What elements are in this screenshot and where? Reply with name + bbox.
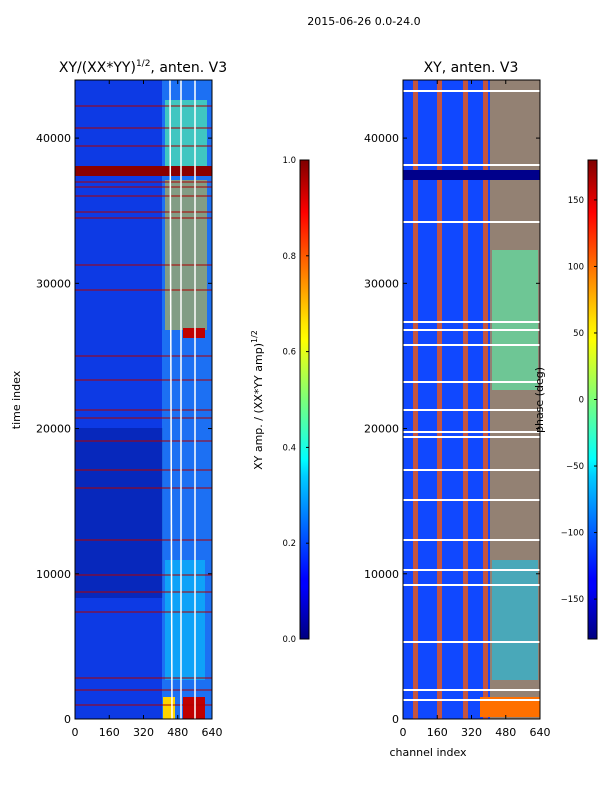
- amplitude-y-tick-label: 30000: [36, 277, 71, 290]
- phase-y-tick-label: 10000: [364, 568, 399, 581]
- phase-x-axis-label: channel index: [389, 746, 467, 759]
- phase-heatmap-red-column: [413, 80, 418, 719]
- phase-y-tick-label: 30000: [364, 277, 399, 290]
- amplitude-heatmap-cyan-patch: [165, 180, 207, 330]
- amplitude-colorbar-tick-label: 0.4: [282, 443, 296, 453]
- amplitude-y-tick-label: 20000: [36, 423, 71, 436]
- phase-colorbar-tick-label: −150: [561, 595, 584, 605]
- amplitude-y-axis-label: time index: [10, 370, 23, 429]
- amplitude-heatmap-red-block: [75, 166, 212, 176]
- phase-panel: XY, anten. V3: [364, 60, 598, 759]
- phase-colorbar-tick-label: 100: [568, 262, 584, 272]
- figure-suptitle: 2015-06-26 0.0-24.0: [307, 15, 420, 28]
- amplitude-colorbar-tick-label: 0.8: [282, 252, 296, 262]
- phase-heatmap-cyan-patch: [492, 560, 538, 680]
- amplitude-x-tick-label: 0: [72, 726, 79, 739]
- amplitude-heatmap-red-block: [183, 697, 205, 719]
- white-streak: [169, 79, 173, 720]
- amplitude-colorbar-label: XY amp. / (XX*YY amp)1/2: [250, 330, 265, 470]
- phase-colorbar-tick-label: −50: [566, 462, 584, 472]
- phase-x-tick-label: 320: [461, 726, 482, 739]
- phase-heatmap-cyan-patch: [492, 250, 538, 390]
- phase-y-tick-label: 20000: [364, 423, 399, 436]
- phase-heatmap-white-lines: [403, 90, 540, 701]
- phase-heatmap: [403, 80, 540, 719]
- amplitude-colorbar-tick-label: 0.2: [282, 539, 296, 549]
- amplitude-panel: XY/(XX*YY)1/2, anten. V3: [10, 59, 310, 739]
- phase-colorbar-tick-label: 50: [573, 329, 584, 339]
- phase-y-tick-label: 40000: [364, 132, 399, 145]
- amplitude-heatmap-white-streaks: [169, 79, 196, 720]
- amplitude-colorbar-tick-label: 0.0: [282, 635, 296, 645]
- amplitude-x-tick-label: 160: [99, 726, 120, 739]
- phase-x-tick-label: 640: [530, 726, 551, 739]
- amplitude-y-ticks: 0 10000 20000 30000 40000: [36, 132, 212, 726]
- phase-heatmap-dark-band: [403, 170, 540, 180]
- phase-colorbar-tick-label: 150: [568, 196, 584, 206]
- phase-colorbar-tick-label: 0: [579, 396, 584, 406]
- amplitude-colorbar-tick-label: 1.0: [282, 156, 296, 166]
- amplitude-y-tick-label: 0: [64, 713, 71, 726]
- phase-colorbar: −150 −100 −50 0 50 100 150 phase (deg): [533, 159, 598, 640]
- amplitude-colorbar-tick-label: 0.6: [282, 348, 296, 358]
- phase-x-tick-label: 480: [495, 726, 516, 739]
- amplitude-y-tick-label: 40000: [36, 132, 71, 145]
- amplitude-panel-title: XY/(XX*YY)1/2, anten. V3: [59, 59, 227, 76]
- phase-x-tick-label: 0: [400, 726, 407, 739]
- phase-heatmap-red-column: [483, 80, 488, 719]
- amplitude-heatmap-red-block: [163, 697, 175, 719]
- phase-y-ticks: 0 10000 20000 30000 40000: [364, 132, 540, 726]
- phase-heatmap-red-column: [463, 80, 468, 719]
- amplitude-heatmap: [75, 79, 212, 720]
- phase-x-ticks: 0 160 320 480 640: [400, 80, 551, 739]
- amplitude-x-ticks: 0 160 320 480 640: [72, 80, 223, 739]
- phase-panel-title: XY, anten. V3: [424, 60, 519, 76]
- amplitude-heatmap-red-block: [183, 328, 205, 338]
- amplitude-heatmap-cyan-patch: [165, 100, 207, 170]
- amplitude-y-tick-label: 10000: [36, 568, 71, 581]
- phase-x-tick-label: 160: [427, 726, 448, 739]
- phase-colorbar-ticks: −150 −100 −50 0 50 100 150: [561, 196, 597, 605]
- amplitude-heatmap-dark-band: [75, 428, 163, 598]
- amplitude-y-axis: time index 0 10000 20000 30000 40000: [10, 132, 212, 726]
- amplitude-colorbar-ticks: 0.0 0.2 0.4 0.6 0.8 1.0: [282, 156, 309, 645]
- phase-heatmap-dark-band: [480, 697, 540, 717]
- amplitude-x-tick-label: 640: [202, 726, 223, 739]
- phase-colorbar-label: phase (deg): [533, 367, 546, 433]
- amplitude-colorbar: 0.0 0.2 0.4 0.6 0.8 1.0 XY amp. / (XX*YY amp)…: [250, 156, 310, 645]
- amplitude-x-tick-label: 480: [167, 726, 188, 739]
- amplitude-colorbar-gradient: [299, 159, 310, 640]
- phase-heatmap-red-column: [437, 80, 442, 719]
- amplitude-x-tick-label: 320: [133, 726, 154, 739]
- phase-y-tick-label: 0: [392, 713, 399, 726]
- phase-colorbar-tick-label: −100: [561, 529, 584, 539]
- amplitude-heatmap-rfi-lines: [75, 105, 212, 706]
